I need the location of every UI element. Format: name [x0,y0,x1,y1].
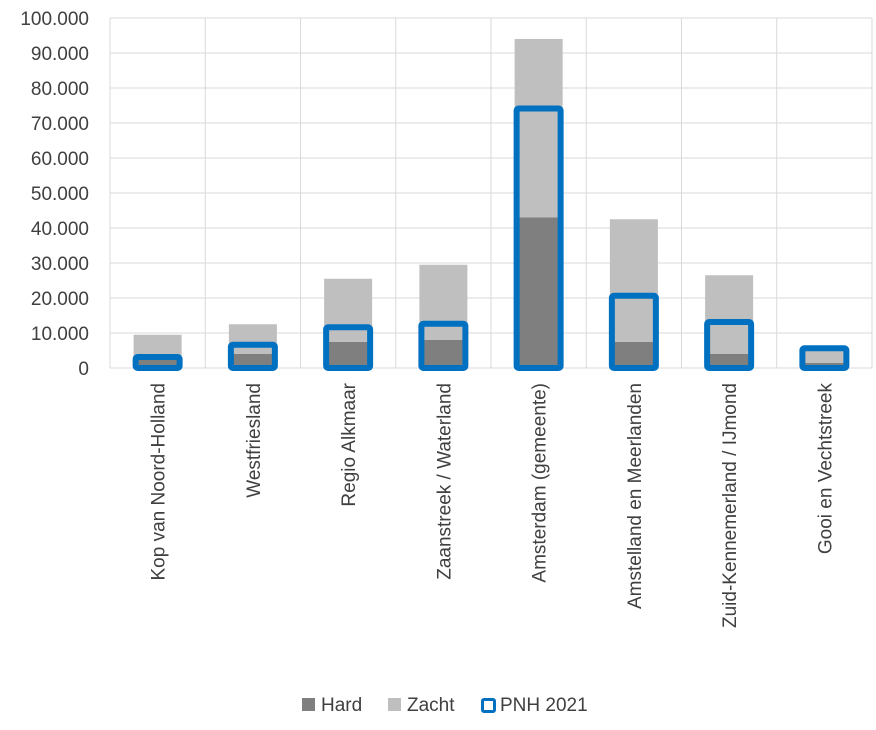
bar-pnh-2021 [799,345,850,371]
bar-hard [419,340,468,368]
bar-zacht [705,275,754,354]
bar-pnh-2021 [323,324,374,371]
bar-pnh-2021 [227,341,278,371]
legend-swatch [302,698,315,711]
grid-lines [109,17,873,369]
bar-hard [324,341,373,368]
bars [132,39,850,371]
y-axis: 0 10.000 20.000 30.000 40.000 50.000 60.000 70.… [20,9,89,380]
bar-hard [609,341,658,368]
bar-zacht [419,264,468,340]
legend: Hard Zacht PNH 2021 [302,695,588,716]
y-tick-label: 30.000 [31,254,89,275]
bar-pnh-2021 [513,105,564,371]
y-tick-label: 100.000 [20,9,89,30]
x-category-label: Zaanstreek / Waterland [434,383,455,580]
bar-zacht [609,219,658,342]
legend-swatch [481,698,496,713]
legend-label: Hard [321,695,362,716]
bar-zacht [324,278,373,342]
bar-hard [514,217,563,368]
x-category-label: Zuid-Kennemerland / IJmond [720,383,741,628]
x-axis: Kop van Noord-Holland Westfriesland Regio … [149,382,837,628]
x-category-label: Amstelland en Meerlanden [625,383,646,609]
bar-hard [705,354,754,368]
bar-zacht [514,39,563,218]
y-tick-label: 40.000 [31,219,89,240]
legend-swatch [388,698,401,711]
bar-pnh-2021 [608,292,659,371]
x-category-label: Gooi en Vechtstreek [815,383,836,555]
bar-zacht [228,324,277,354]
y-tick-label: 70.000 [31,114,89,135]
y-tick-label: 60.000 [31,149,89,170]
x-category-label: Westfriesland [244,383,265,498]
x-category-label: Amsterdam (gemeente) [530,383,551,583]
y-tick-label: 0 [78,359,89,380]
y-tick-label: 20.000 [31,289,89,310]
legend-label: PNH 2021 [500,695,588,716]
y-tick-label: 80.000 [31,79,89,100]
y-tick-label: 90.000 [31,44,89,65]
x-category-label: Kop van Noord-Holland [149,383,170,581]
bar-hard [228,354,277,368]
y-tick-label: 50.000 [31,184,89,205]
bar-pnh-2021 [704,319,755,371]
bar-hard [133,357,182,368]
x-category-label: Regio Alkmaar [339,382,360,506]
bar-zacht [133,334,182,358]
y-tick-label: 10.000 [31,324,89,345]
bar-pnh-2021 [418,320,469,371]
legend-label: Zacht [407,695,455,716]
bar-pnh-2021 [132,354,183,371]
